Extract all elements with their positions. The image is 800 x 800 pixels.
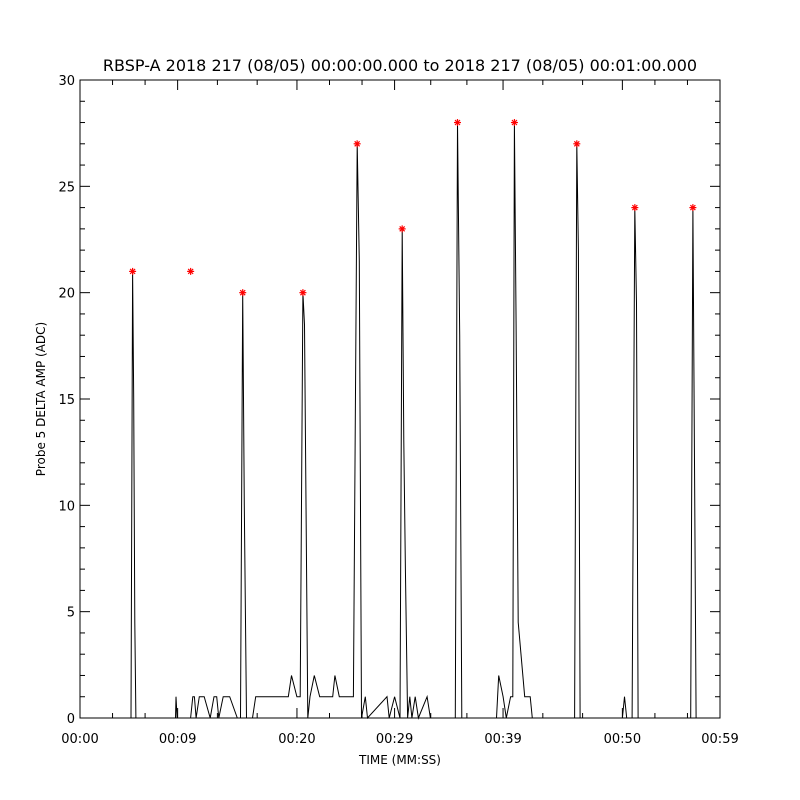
peak-marker <box>510 119 518 127</box>
peak-marker <box>129 267 137 275</box>
y-tick-label: 30 <box>58 74 75 89</box>
y-axis-title: Probe 5 DELTA AMP (ADC) <box>34 322 48 476</box>
data-trace <box>130 122 697 720</box>
axis-ticks: 0 5 10 15 20 25 30 00:00 00:09 00:20 00:29 00:39 00:… <box>58 74 738 747</box>
peak-marker <box>398 225 406 233</box>
y-tick-label: 0 <box>67 712 75 727</box>
peak-marker <box>573 140 581 148</box>
y-tick-label: 5 <box>67 606 75 621</box>
peak-marker <box>453 119 461 127</box>
y-tick-label: 10 <box>58 499 75 514</box>
chart-title: RBSP-A 2018 217 (08/05) 00:00:00.000 to … <box>103 56 697 75</box>
x-tick-label: 00:39 <box>484 732 521 747</box>
series-line <box>130 122 697 720</box>
y-tick-label: 15 <box>58 393 75 408</box>
peak-marker <box>353 140 361 148</box>
x-tick-label: 00:29 <box>376 732 413 747</box>
peak-marker <box>239 289 247 297</box>
x-tick-label: 00:59 <box>701 732 738 747</box>
x-tick-label: 00:50 <box>604 732 641 747</box>
y-tick-label: 20 <box>58 287 75 302</box>
peak-marker <box>689 204 697 212</box>
x-tick-label: 00:20 <box>278 732 315 747</box>
peak-marker <box>299 289 307 297</box>
x-axis-title: TIME (MM:SS) <box>358 753 441 767</box>
x-tick-label: 00:00 <box>61 732 98 747</box>
peak-markers <box>129 119 697 297</box>
peak-marker <box>187 267 195 275</box>
x-tick-label: 00:09 <box>159 732 196 747</box>
y-tick-label: 25 <box>58 180 75 195</box>
peak-marker <box>631 204 639 212</box>
